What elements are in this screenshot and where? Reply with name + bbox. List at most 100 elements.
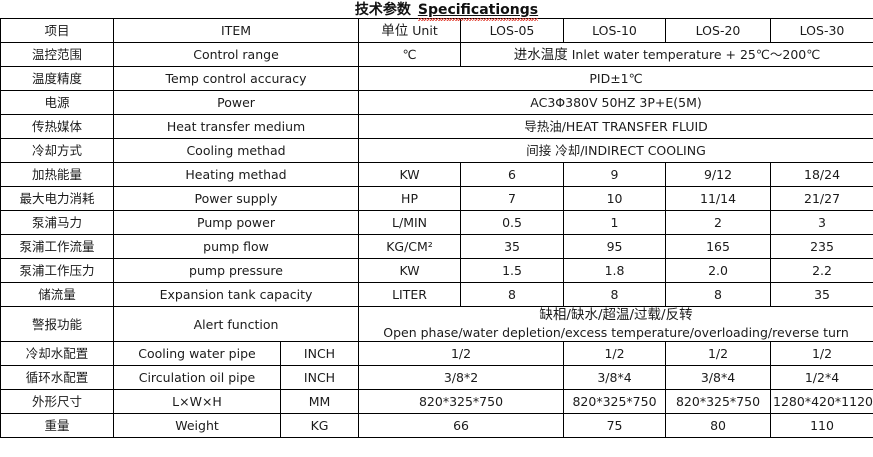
table-row: 传热媒体 Heat transfer medium 导热油/HEAT TRANS… (0, 114, 873, 139)
row-value: 66 (358, 413, 565, 438)
header-unit-en: Unit (412, 22, 438, 38)
row-value: 3/8*4 (665, 365, 772, 390)
row-alert-value: 缺相/缺水/超温/过载/反转 Open phase/water depletio… (358, 306, 873, 342)
table-row: 储流量 Expansion tank capacity LITER 8 8 8 … (0, 282, 873, 307)
row-value: 820*325*750 (358, 389, 565, 414)
row-unit: MM (279, 389, 360, 414)
table-row: 温度精度 Temp control accuracy PID±1℃ (0, 66, 873, 91)
row-label-cn: 最大电力消耗 (0, 186, 114, 211)
row-value: 820*325*750 (665, 389, 772, 414)
row-value: 1 (563, 210, 667, 235)
row-label-en: pump flow (112, 234, 360, 259)
row-label-cn: 警报功能 (0, 306, 114, 342)
row-label-cn: 温控范围 (0, 42, 114, 67)
row-value: 820*325*750 (563, 389, 667, 414)
table-row: 重量 Weight KG 66 75 80 110 160 (0, 413, 873, 438)
row-unit: LITER (358, 282, 462, 307)
row-label-cn: 循环水配置 (0, 365, 114, 390)
row-label-cn: 传热媒体 (0, 114, 114, 139)
row-value: 9 (563, 162, 667, 187)
row-value: 3/8*4 (563, 365, 667, 390)
row-value: 8 (460, 282, 565, 307)
page-title: 技术参数 Specificationgs (0, 0, 873, 21)
row-label-en: pump pressure (112, 258, 360, 283)
table-row: 冷却方式 Cooling methad 间接 冷却/INDIRECT COOLI… (0, 138, 873, 163)
row-label-en: Heating methad (112, 162, 360, 187)
row-value: 8 (665, 282, 772, 307)
row-value: 2.0 (665, 258, 772, 283)
row-span-value: 间接 冷却/INDIRECT COOLING (358, 138, 873, 163)
table-row: 温控范围 Control range ℃ 进水温度 Inlet water te… (0, 42, 873, 67)
row-label-en: Alert function (112, 306, 360, 342)
row-value: 235 (770, 234, 873, 259)
alert-text: 缺相/缺水/超温/过载/反转 Open phase/water depletio… (361, 307, 871, 341)
row-label-en: Cooling methad (112, 138, 360, 163)
header-item-en: ITEM (112, 18, 360, 43)
row-label-en: Pump power (112, 210, 360, 235)
row-label-cn: 加热能量 (0, 162, 114, 187)
header-unit-cn: 单位 (381, 22, 409, 39)
row-label-cn: 冷却方式 (0, 138, 114, 163)
row-label-cn: 电源 (0, 90, 114, 115)
row-span-value: AC3Φ380V 50HZ 3P+E(5M) (358, 90, 873, 115)
row-value: 1/2 (358, 341, 565, 366)
row-value: 1/2*4 (770, 365, 873, 390)
row-span-cn: 进水温度 (513, 46, 568, 63)
row-value: 1/2 (665, 341, 772, 366)
row-label-cn: 泵浦马力 (0, 210, 114, 235)
row-span-value: 进水温度 Inlet water temperature + 25℃～200℃ (460, 42, 873, 67)
row-span-value: PID±1℃ (358, 66, 873, 91)
row-unit: ℃ (358, 42, 462, 67)
row-value: 35 (460, 234, 565, 259)
row-label-cn: 外形尺寸 (0, 389, 114, 414)
row-value: 0.5 (460, 210, 565, 235)
row-label-en: Power (112, 90, 360, 115)
row-value: 3 (770, 210, 873, 235)
row-value: 11/14 (665, 186, 772, 211)
row-value: 2.2 (770, 258, 873, 283)
table-row: 循环水配置 Circulation oil pipe INCH 3/8*2 3/… (0, 365, 873, 390)
table-row-alert: 警报功能 Alert function 缺相/缺水/超温/过载/反转 Open … (0, 306, 873, 342)
row-value: 9/12 (665, 162, 772, 187)
row-value: 165 (665, 234, 772, 259)
row-label-en: Cooling water pipe (113, 341, 281, 366)
row-span-en: Inlet water temperature + 25℃～200℃ (571, 46, 821, 62)
row-value: 110 (770, 413, 873, 438)
row-label-en: Temp control accuracy (112, 66, 360, 91)
row-label-en: Heat transfer medium (112, 114, 360, 139)
alert-line-2: Open phase/water depletion/excess temper… (383, 325, 849, 340)
row-unit: KG (279, 413, 360, 438)
row-label-en: Weight (113, 413, 281, 438)
specifications-table: 项目 ITEM 单位 Unit LOS-05 LOS-10 LOS-20 LOS… (0, 18, 873, 438)
row-unit: KW (358, 258, 462, 283)
header-item-cn: 项目 (0, 18, 114, 43)
table-row: 冷却水配置 Cooling water pipe INCH 1/2 1/2 1/… (0, 341, 873, 366)
row-label-cn: 储流量 (0, 282, 114, 307)
row-span-value: 导热油/HEAT TRANSFER FLUID (358, 114, 873, 139)
header-model-1: LOS-10 (563, 18, 667, 43)
row-value: 10 (563, 186, 667, 211)
row-value: 18/24 (770, 162, 873, 187)
table-row: 最大电力消耗 Power supply HP 7 10 11/14 21/27 … (0, 186, 873, 211)
row-value: 21/27 (770, 186, 873, 211)
row-label-en: Circulation oil pipe (113, 365, 281, 390)
row-unit: L/MIN (358, 210, 462, 235)
row-value: 1/2 (563, 341, 667, 366)
row-unit: KG/CM² (358, 234, 462, 259)
row-value: 35 (770, 282, 873, 307)
row-value: 80 (665, 413, 772, 438)
table-row: 加热能量 Heating methad KW 6 9 9/12 18/24 40… (0, 162, 873, 187)
page-title-en: Specificationgs (417, 2, 539, 21)
header-model-0: LOS-05 (460, 18, 565, 43)
row-label-cn: 泵浦工作压力 (0, 258, 114, 283)
alert-line-1: 缺相/缺水/超温/过载/反转 (539, 307, 693, 324)
row-unit: KW (358, 162, 462, 187)
row-value: 3/8*2 (358, 365, 565, 390)
row-unit: INCH (279, 365, 360, 390)
row-value: 1.5 (460, 258, 565, 283)
row-label-en: Power supply (112, 186, 360, 211)
table-body: 项目 ITEM 单位 Unit LOS-05 LOS-10 LOS-20 LOS… (0, 18, 873, 438)
row-unit: HP (358, 186, 462, 211)
row-value: 7 (460, 186, 565, 211)
